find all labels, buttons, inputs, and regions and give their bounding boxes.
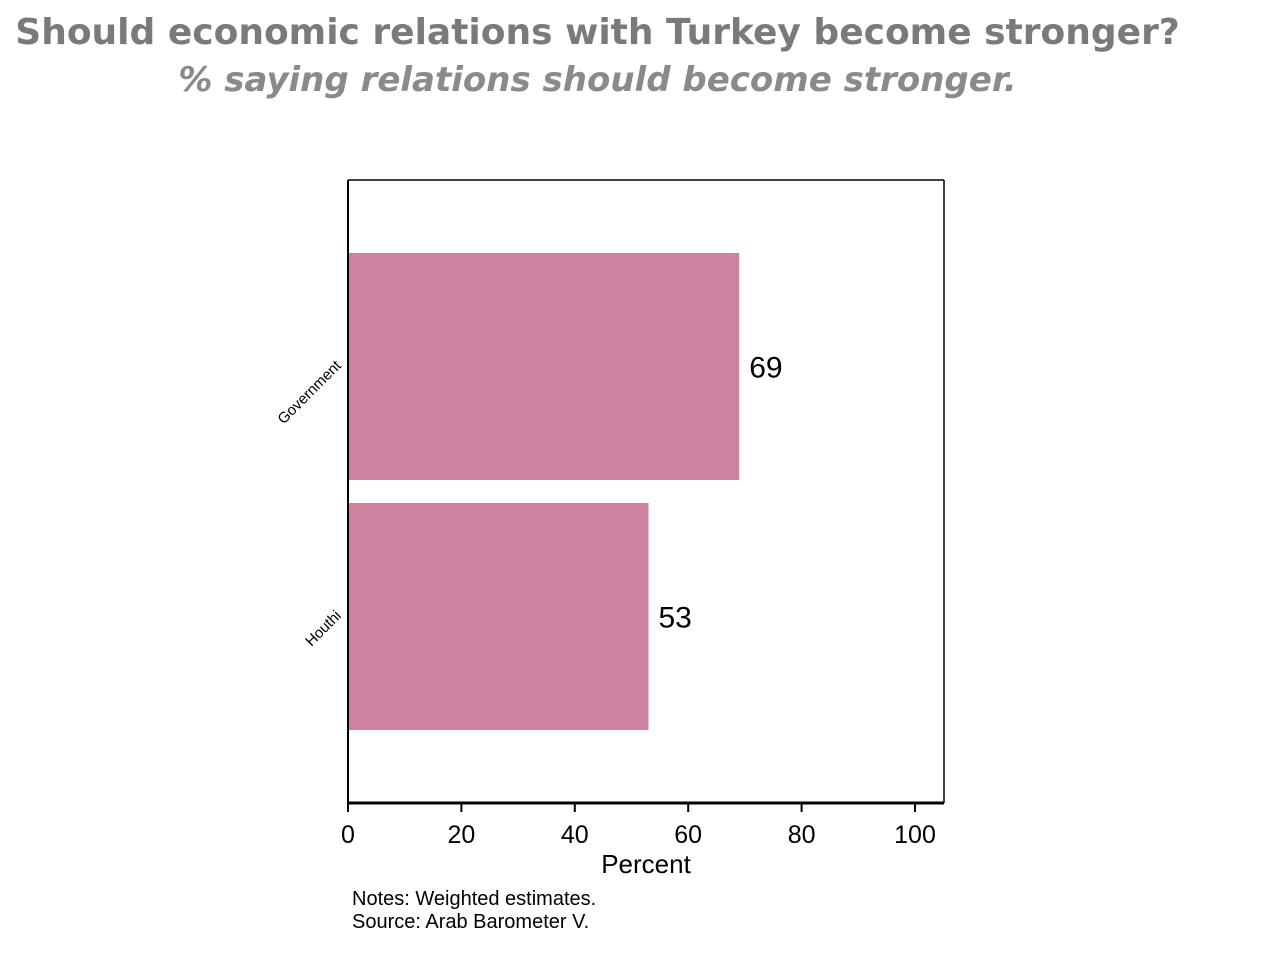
- data-label-houthi: 53: [659, 602, 692, 635]
- x-tick-label: 20: [447, 821, 475, 849]
- x-tick-label: 100: [894, 821, 936, 849]
- x-axis-title: Percent: [601, 849, 691, 879]
- bar-government: [348, 253, 740, 480]
- axis-layer: 0 20 40 60 80 100 Percent: [341, 179, 945, 879]
- chart-notes: Notes: Weighted estimates. Source: Arab …: [352, 888, 596, 934]
- bar-houthi: [348, 503, 649, 730]
- category-label-houthi: Houthi: [302, 607, 345, 650]
- category-label-government: Government: [274, 357, 345, 428]
- source-text: Source: Arab Barometer V.: [352, 911, 590, 933]
- x-tick-label: 40: [561, 821, 589, 849]
- x-tick-label: 60: [674, 821, 702, 849]
- chart-subtitle: % saying relations should become stronge…: [178, 60, 1017, 100]
- bars-layer: [348, 253, 740, 730]
- notes-text: Notes: Weighted estimates.: [352, 888, 597, 910]
- x-tick-label: 0: [341, 821, 355, 849]
- chart-title: Should economic relations with Turkey be…: [15, 12, 1180, 53]
- x-tick-label: 80: [788, 821, 816, 849]
- data-label-government: 69: [749, 352, 782, 385]
